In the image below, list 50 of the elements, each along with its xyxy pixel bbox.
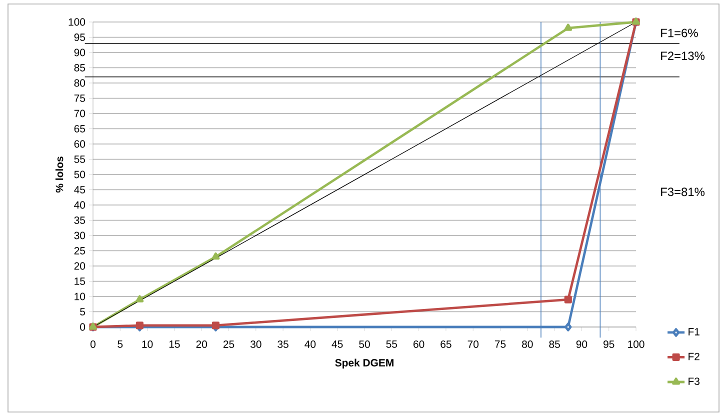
x-tick-label: 40 xyxy=(304,340,316,348)
x-tick-label: 85 xyxy=(549,340,560,348)
x-tick-label: 55 xyxy=(386,340,398,348)
y-tick-label: 40 xyxy=(74,201,86,209)
x-tick-label: 70 xyxy=(468,340,479,348)
y-tick-label: 55 xyxy=(74,156,86,163)
y-tick-label: 65 xyxy=(74,125,86,132)
text: F2=13% xyxy=(661,52,705,60)
y-tick-label: 25 xyxy=(74,247,86,254)
y-axis-title: % lolos xyxy=(56,156,64,193)
y-tick-label: 95 xyxy=(74,34,86,41)
x-tick-label: 100 xyxy=(628,340,644,348)
y-tick-label: 20 xyxy=(74,262,86,270)
x-tick-label: 25 xyxy=(223,340,234,348)
y-tick-label: 70 xyxy=(74,110,86,118)
y-tick-label: 90 xyxy=(74,48,86,56)
y-tick-label: 60 xyxy=(74,140,86,148)
y-tick-label: 0 xyxy=(80,323,86,331)
y-tick-label: 35 xyxy=(74,216,86,224)
y-tick-label: 30 xyxy=(74,232,86,240)
x-tick-label: 5 xyxy=(118,340,123,348)
y-tick-label: 80 xyxy=(74,79,86,87)
y-tick-label: 45 xyxy=(74,186,86,194)
text: F3=81% xyxy=(661,188,705,196)
x-axis-title: Spek DGEM xyxy=(335,358,394,369)
legend-label: F3 xyxy=(688,378,700,386)
x-tick-label: 45 xyxy=(332,340,343,348)
x-tick-label: 10 xyxy=(142,340,153,348)
y-tick-label: 10 xyxy=(74,292,86,300)
x-tick-label: 80 xyxy=(522,340,533,348)
y-tick-label: 5 xyxy=(80,308,86,316)
legend-label: F2 xyxy=(688,352,700,360)
y-tick-label: 85 xyxy=(74,64,86,72)
x-tick-label: 0 xyxy=(90,340,96,348)
text: F1=6% xyxy=(661,28,698,38)
x-tick-label: 95 xyxy=(604,340,614,348)
x-tick-label: 20 xyxy=(196,340,208,348)
x-tick-label: 50 xyxy=(359,340,370,348)
y-tick-label: 100 xyxy=(68,18,86,26)
x-tick-label: 65 xyxy=(440,340,452,348)
x-tick-label: 15 xyxy=(169,340,180,348)
y-tick-label: 50 xyxy=(74,170,86,178)
legend-label: F1 xyxy=(688,328,700,336)
x-tick-label: 35 xyxy=(278,340,288,348)
x-tick-label: 60 xyxy=(414,340,424,348)
y-tick-label: 75 xyxy=(74,94,86,102)
y-tick-label: 15 xyxy=(74,278,86,285)
x-tick-label: 75 xyxy=(494,340,506,348)
x-tick-label: 90 xyxy=(576,340,588,348)
x-tick-label: 30 xyxy=(250,340,262,348)
